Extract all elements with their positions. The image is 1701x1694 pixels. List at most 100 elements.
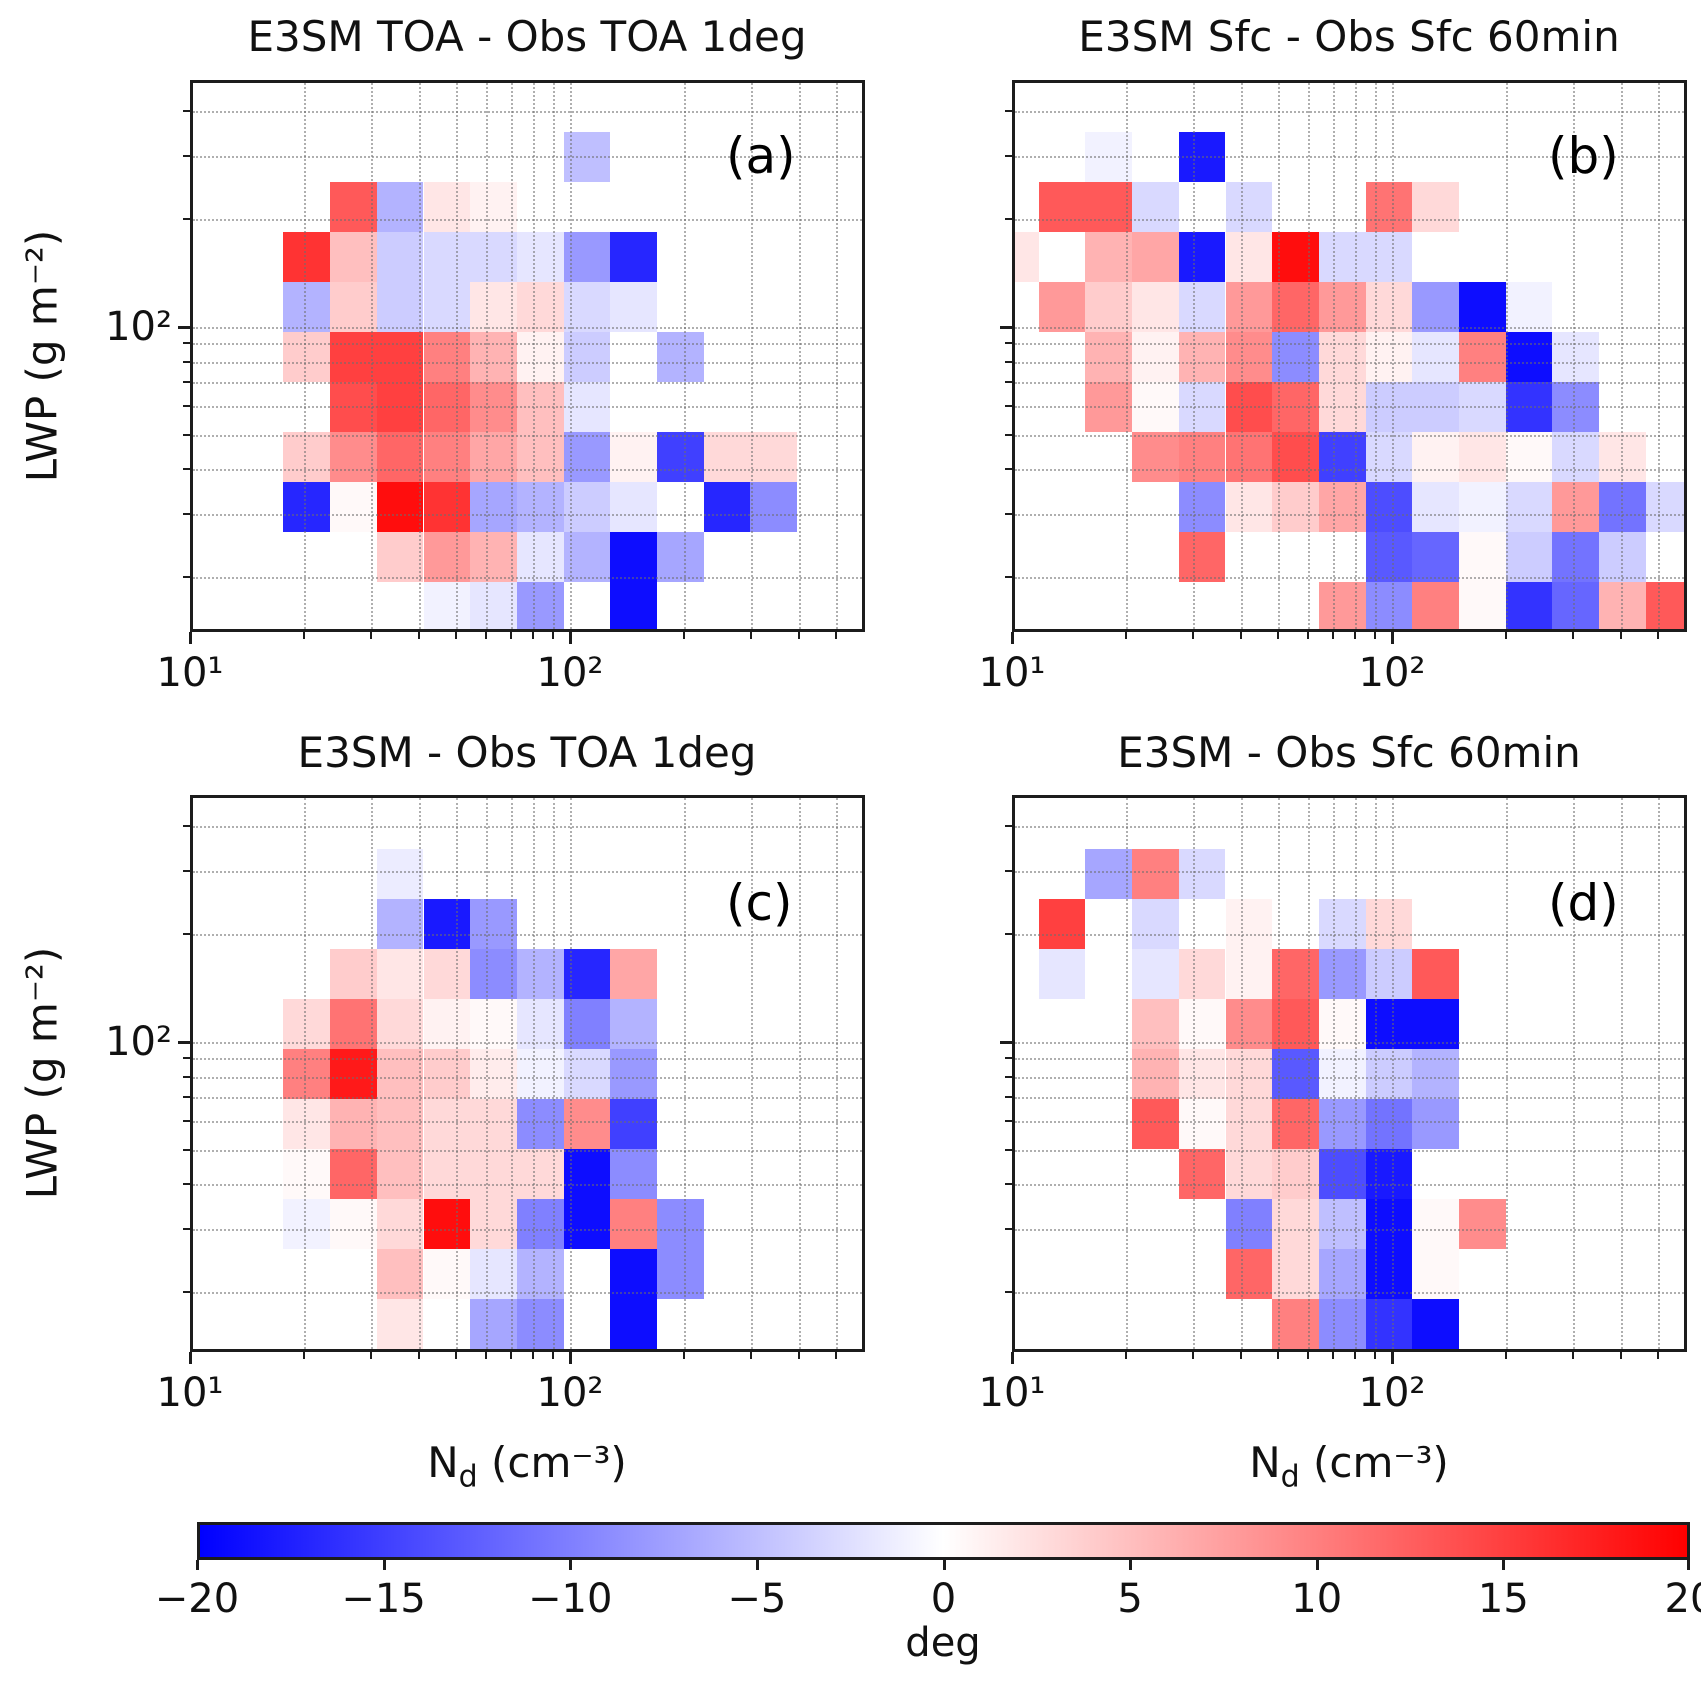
x-minor-tick bbox=[532, 632, 535, 639]
y-minor-tick bbox=[1005, 342, 1012, 345]
heatmap-cell bbox=[330, 482, 377, 532]
heatmap-cell bbox=[1272, 432, 1319, 482]
heatmap-cell bbox=[1505, 532, 1553, 582]
heatmap-cell bbox=[376, 482, 424, 532]
heatmap-cell bbox=[1132, 1099, 1179, 1149]
heatmap-cell bbox=[1272, 1149, 1319, 1199]
x-gridline bbox=[1374, 83, 1377, 629]
y-tick-label: 10² bbox=[105, 1019, 172, 1065]
heatmap-cell bbox=[1365, 532, 1413, 582]
panel-d-plot: (d) bbox=[1012, 795, 1687, 1352]
heatmap-cell bbox=[1178, 949, 1226, 999]
colorbar-tick-label: −10 bbox=[528, 1576, 613, 1622]
heatmap-cell bbox=[1318, 332, 1366, 382]
colorbar-tick bbox=[1502, 1560, 1506, 1570]
y-gridline bbox=[193, 1076, 862, 1079]
heatmap-cell bbox=[657, 432, 704, 482]
heatmap-cell bbox=[283, 432, 331, 482]
heatmap-cell bbox=[283, 332, 331, 382]
heatmap-cell bbox=[423, 1199, 471, 1249]
y-minor-tick bbox=[1005, 433, 1012, 436]
heatmap-cell bbox=[610, 1149, 657, 1199]
y-minor-tick bbox=[183, 825, 190, 828]
x-gridline bbox=[570, 83, 572, 629]
heatmap-cell bbox=[470, 1049, 517, 1099]
heatmap-cell bbox=[376, 1049, 424, 1099]
heatmap-cell bbox=[1272, 332, 1319, 382]
y-minor-tick bbox=[183, 1148, 190, 1151]
y-gridline bbox=[1015, 577, 1684, 580]
x-gridline bbox=[455, 83, 458, 629]
heatmap-cell bbox=[516, 999, 564, 1049]
heatmap-cell bbox=[1085, 282, 1133, 332]
y-minor-tick bbox=[183, 513, 190, 516]
heatmap-cell bbox=[1178, 1099, 1226, 1149]
heatmap-cell bbox=[1132, 899, 1179, 949]
panel-d-title: E3SM - Obs Sfc 60min bbox=[1117, 728, 1581, 777]
y-minor-tick bbox=[1005, 1120, 1012, 1123]
y-gridline bbox=[193, 1229, 862, 1232]
heatmap-cell bbox=[470, 532, 517, 582]
heatmap-cell bbox=[1132, 999, 1179, 1049]
heatmap-cell bbox=[283, 232, 331, 282]
heatmap-cell bbox=[516, 282, 564, 332]
heatmap-cell bbox=[1412, 482, 1459, 532]
y-minor-tick bbox=[183, 1183, 190, 1186]
y-minor-tick bbox=[1005, 825, 1012, 828]
heatmap-cell bbox=[750, 482, 798, 532]
x-axis-label-right: Nd (cm⁻³) bbox=[1249, 1438, 1449, 1494]
y-gridline bbox=[193, 382, 862, 385]
heatmap-cell bbox=[1412, 1199, 1459, 1249]
x-minor-tick bbox=[1656, 632, 1659, 639]
heatmap-cell bbox=[1412, 949, 1459, 999]
x-minor-tick bbox=[417, 1352, 420, 1359]
heatmap-cell bbox=[657, 332, 704, 382]
x-minor-tick bbox=[1192, 632, 1195, 639]
colorbar-tick-label: 15 bbox=[1477, 1576, 1529, 1622]
heatmap-cell bbox=[1178, 849, 1226, 899]
colorbar-tick bbox=[382, 1560, 386, 1570]
heatmap-cell bbox=[1365, 482, 1413, 532]
heatmap-cell bbox=[376, 182, 424, 232]
heatmap-cell bbox=[470, 999, 517, 1049]
heatmap-cell bbox=[330, 332, 377, 382]
y-minor-tick bbox=[1005, 405, 1012, 408]
y-minor-tick bbox=[1005, 1291, 1012, 1294]
heatmap-cell bbox=[1412, 582, 1459, 629]
y-gridline bbox=[1015, 1058, 1684, 1061]
heatmap-cell bbox=[1645, 482, 1684, 532]
colorbar-tick bbox=[196, 1560, 199, 1570]
x-gridline bbox=[1126, 83, 1129, 629]
heatmap-cell bbox=[470, 332, 517, 382]
y-minor-tick bbox=[183, 1120, 190, 1123]
panel-b-title: E3SM Sfc - Obs Sfc 60min bbox=[1078, 12, 1620, 61]
heatmap-cell bbox=[703, 432, 751, 482]
x-minor-tick bbox=[750, 632, 753, 639]
x-gridline bbox=[485, 83, 488, 629]
colorbar-label: deg bbox=[905, 1620, 981, 1666]
panel-d-corner-label: (d) bbox=[1548, 874, 1619, 932]
panel-a-plot: (a) bbox=[190, 80, 865, 632]
heatmap-cell bbox=[283, 1199, 331, 1249]
x-gridline bbox=[1355, 798, 1358, 1349]
heatmap-cell bbox=[470, 1249, 517, 1299]
x-gridline bbox=[304, 798, 307, 1349]
panel-a-corner-label: (a) bbox=[726, 127, 796, 185]
heatmap-cell bbox=[376, 1199, 424, 1249]
x-gridline bbox=[485, 798, 488, 1349]
heatmap-cell bbox=[1318, 582, 1366, 629]
y-gridline bbox=[1015, 156, 1684, 159]
y-gridline bbox=[1015, 871, 1684, 874]
x-gridline bbox=[835, 798, 838, 1349]
y-gridline bbox=[1015, 1121, 1684, 1124]
x-minor-tick bbox=[370, 632, 373, 639]
y-gridline bbox=[1015, 1097, 1684, 1100]
heatmap-cell bbox=[283, 1149, 331, 1199]
x-minor-tick bbox=[303, 1352, 306, 1359]
x-minor-tick bbox=[510, 1352, 513, 1359]
y-gridline bbox=[1015, 1076, 1684, 1079]
heatmap-cell bbox=[470, 1199, 517, 1249]
x-gridline bbox=[1657, 83, 1660, 629]
x-gridline bbox=[418, 83, 421, 629]
heatmap-cell bbox=[470, 582, 517, 629]
